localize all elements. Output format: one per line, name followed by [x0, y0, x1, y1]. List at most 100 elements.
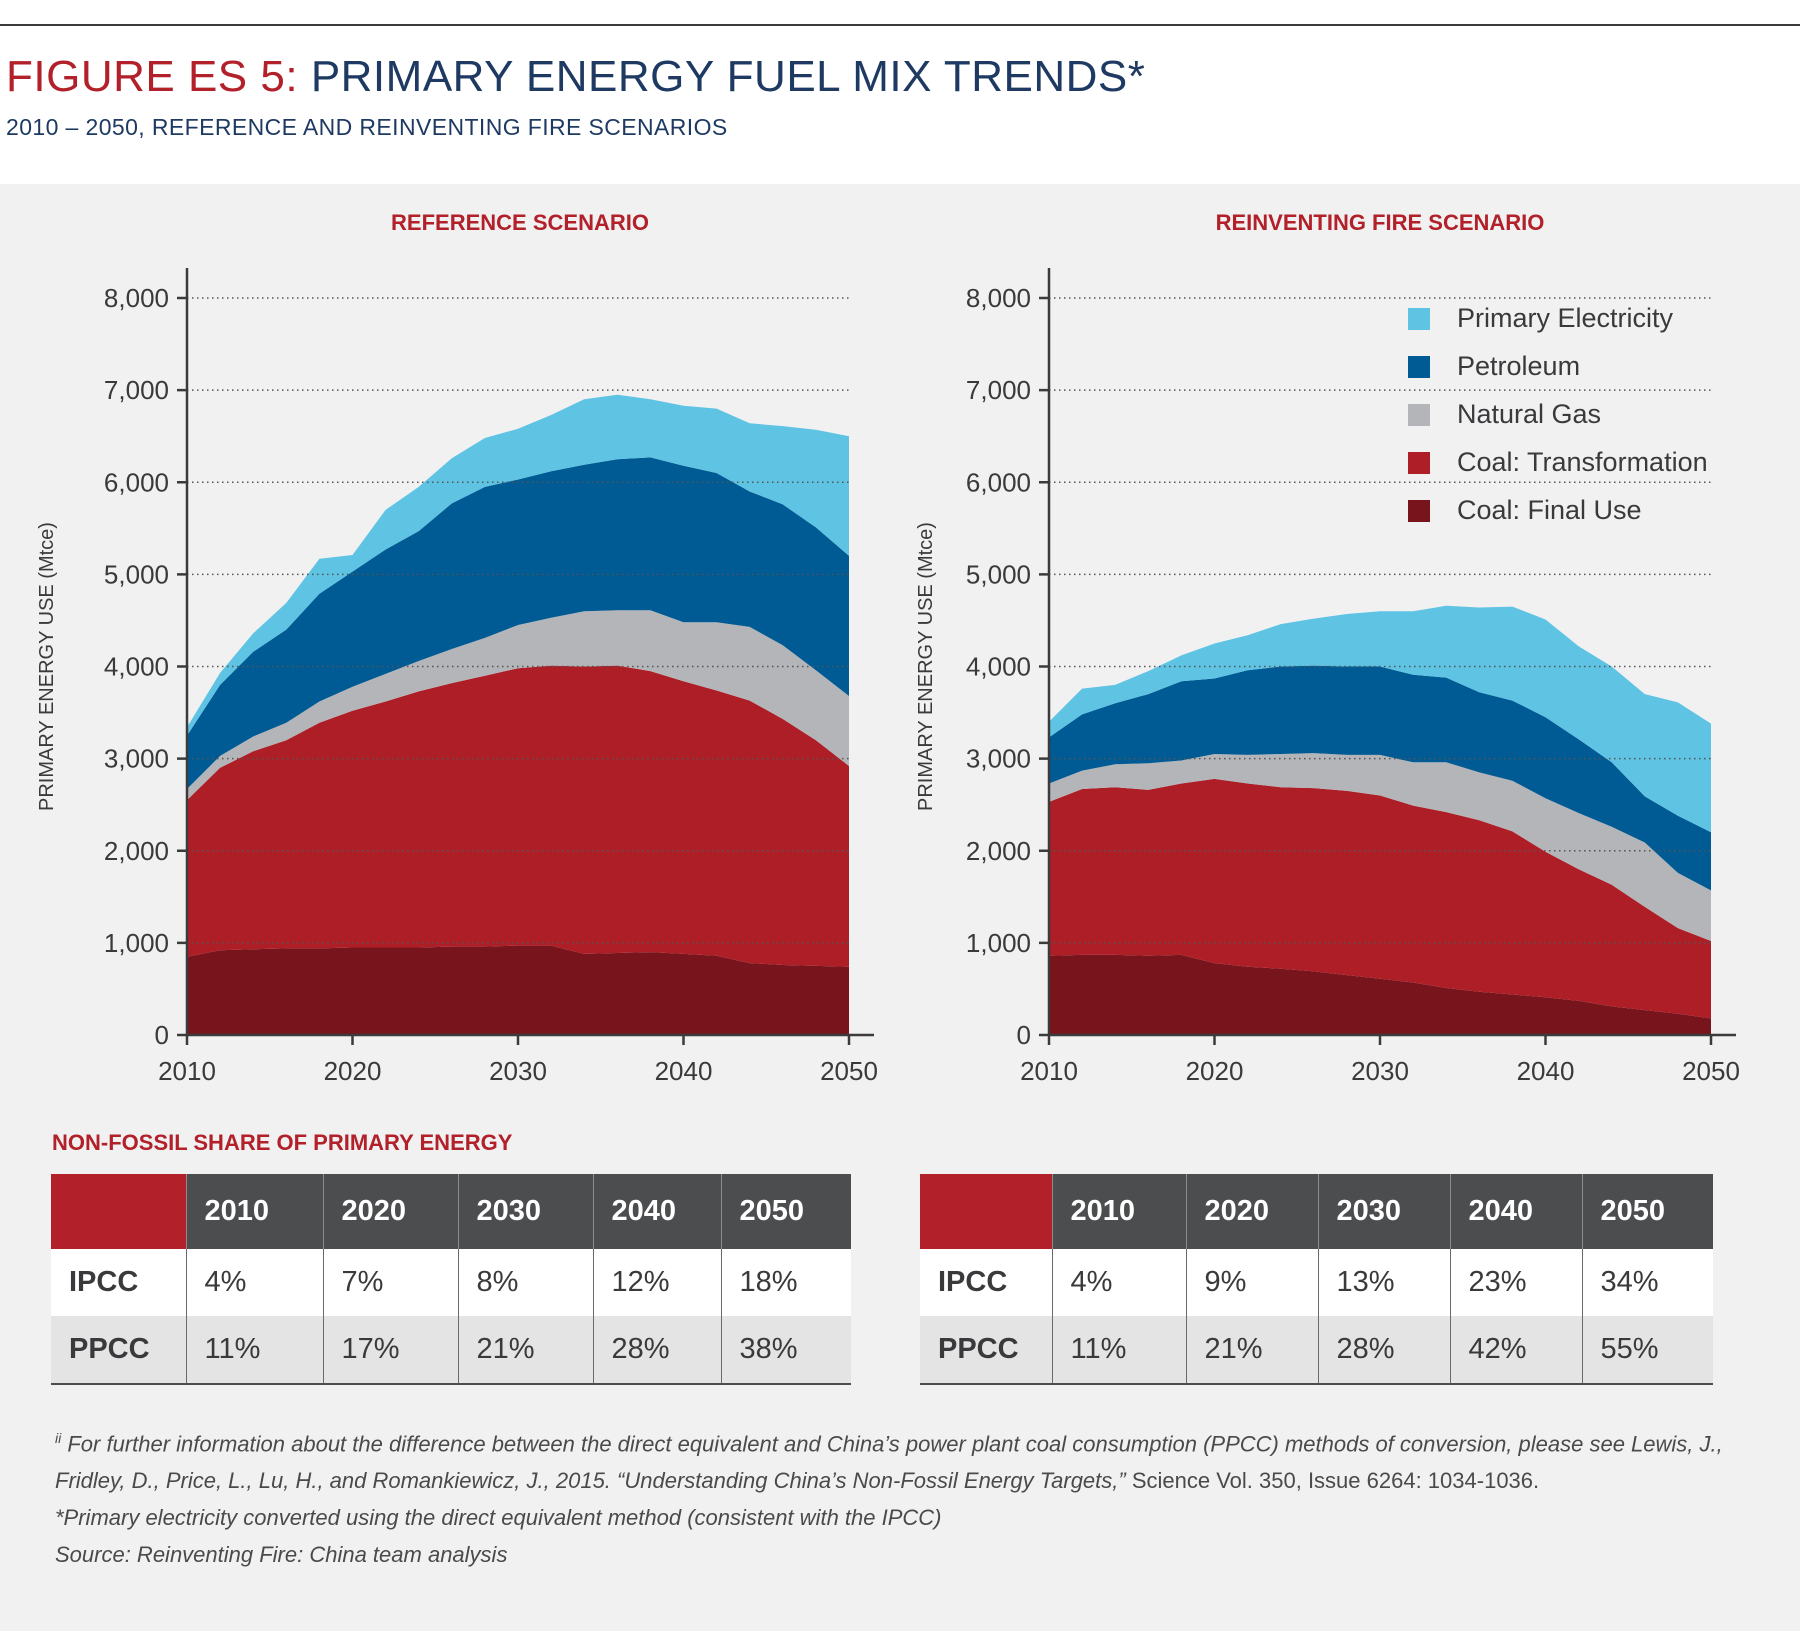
ref-y-tick-label: 4,000: [104, 652, 169, 682]
rf-y-tick-label: 5,000: [966, 559, 1031, 589]
non-fossil-table-reference: 2010 2020 2030 2040 2050 IPCC 4% 7% 8% 1…: [51, 1174, 851, 1385]
ref-area-petroleum: [187, 457, 849, 789]
table-row-ipcc: IPCC 4% 9% 13% 23% 34%: [920, 1249, 1713, 1316]
reinventing-chart-title: REINVENTING FIRE SCENARIO: [1215, 210, 1545, 235]
table-cell: 28%: [592, 1316, 721, 1385]
rf-x-tick-label: 2010: [1020, 1056, 1078, 1084]
figure-label: FIGURE ES 5:: [6, 52, 299, 101]
legend-label: Coal: Final Use: [1457, 495, 1642, 525]
table-swatch: [51, 1174, 186, 1249]
table-row-ppcc: PPCC 11% 21% 28% 42% 55%: [920, 1316, 1713, 1385]
table-cell: 21%: [457, 1316, 593, 1385]
table-cell: 11%: [185, 1316, 323, 1385]
column-header: 2050: [720, 1174, 851, 1249]
ref-x-tick-label: 2040: [655, 1056, 713, 1084]
table-cell: 11%: [1051, 1316, 1186, 1385]
rf-x-tick-label: 2030: [1351, 1056, 1409, 1084]
column-header: 2040: [1449, 1174, 1582, 1249]
rf-area-primary-electricity: [1049, 605, 1711, 833]
reference-chart: 0 1,000 2,000 3,000 4,000 5,000 6,000 7,000 8,00…: [36, 268, 878, 1084]
ref-y-tick-label: 0: [155, 1020, 169, 1050]
ref-area-coal-final-use: [187, 945, 849, 1035]
source-note: Source: Reinventing Fire: China team ana…: [55, 1542, 508, 1568]
figure-title: FIGURE ES 5: PRIMARY ENERGY FUEL MIX TRE…: [6, 52, 1145, 102]
ref-y-tick-label: 6,000: [104, 467, 169, 497]
table-cell: 23%: [1449, 1249, 1582, 1316]
rf-y-tick-label: 2,000: [966, 836, 1031, 866]
ref-y-tick-label: 2,000: [104, 836, 169, 866]
non-fossil-heading: NON-FOSSIL SHARE OF PRIMARY ENERGY: [52, 1130, 513, 1155]
column-header: 2020: [322, 1174, 458, 1249]
rf-y-tick-label: 6,000: [966, 467, 1031, 497]
table-cell: 4%: [1051, 1249, 1186, 1316]
column-header: 2010: [1051, 1174, 1186, 1249]
column-header: 2030: [457, 1174, 593, 1249]
rf-x-tick-label: 2050: [1682, 1056, 1740, 1084]
ref-y-tick-label: 1,000: [104, 928, 169, 958]
figure-panel: REFERENCE SCENARIO REINVENTING FIRE SCEN…: [0, 184, 1800, 1631]
footnote-reference: ii For further information about the dif…: [55, 1420, 1745, 1499]
table-cell: 18%: [720, 1249, 851, 1316]
rf-y-tick-label: 8,000: [966, 283, 1031, 313]
table-header-row: 2010 2020 2030 2040 2050: [920, 1174, 1713, 1249]
footnote-citation: Science Vol. 350, Issue 6264: 1034-1036.: [1125, 1468, 1540, 1494]
ref-y-tick-label: 7,000: [104, 375, 169, 405]
rf-y-tick-label: 1,000: [966, 928, 1031, 958]
rf-x-tick-label: 2020: [1186, 1056, 1244, 1084]
table-swatch: [920, 1174, 1052, 1249]
ref-area-primary-electricity: [187, 394, 849, 736]
rf-area-coal-transformation: [1049, 778, 1711, 1019]
legend-label: Primary Electricity: [1457, 303, 1674, 333]
table-cell: 7%: [322, 1249, 458, 1316]
reference-chart-title: REFERENCE SCENARIO: [391, 210, 649, 235]
table-cell: 12%: [592, 1249, 721, 1316]
table-cell: 13%: [1317, 1249, 1450, 1316]
table-cell: 42%: [1449, 1316, 1582, 1385]
rf-y-tick-label: 4,000: [966, 652, 1031, 682]
ref-y-tick-label: 8,000: [104, 283, 169, 313]
rf-y-tick-label: 7,000: [966, 375, 1031, 405]
legend-swatch: [1408, 308, 1430, 330]
ref-x-tick-label: 2050: [820, 1056, 878, 1084]
legend-label: Natural Gas: [1457, 399, 1601, 429]
title-text: PRIMARY ENERGY FUEL MIX TRENDS*: [310, 52, 1146, 101]
ref-y-axis-label: PRIMARY ENERGY USE (Mtce): [36, 522, 58, 811]
table-cell: 21%: [1185, 1316, 1318, 1385]
asterisk-note: *Primary electricity converted using the…: [55, 1505, 942, 1531]
charts-svg: 0 1,000 2,000 3,000 4,000 5,000 6,000 7,000 8,00…: [36, 268, 1740, 1084]
column-header: 2010: [185, 1174, 323, 1249]
legend-swatch: [1408, 452, 1430, 474]
ref-area-coal-transformation: [187, 665, 849, 967]
table-cell: 4%: [185, 1249, 323, 1316]
table-cell: 8%: [457, 1249, 593, 1316]
rf-y-tick-label: 0: [1017, 1020, 1031, 1050]
ref-y-tick-label: 5,000: [104, 559, 169, 589]
ref-y-tick-label: 3,000: [104, 744, 169, 774]
footnotes: ii For further information about the dif…: [55, 1420, 1755, 1573]
legend-label: Petroleum: [1457, 351, 1580, 381]
legend-swatch: [1408, 404, 1430, 426]
rf-area-coal-final-use: [1049, 954, 1711, 1035]
footnote-italic: For further information about the differ…: [55, 1431, 1723, 1494]
legend-swatch: [1408, 356, 1430, 378]
footnote-marker: ii: [55, 1430, 62, 1446]
ref-area-natural-gas: [187, 610, 849, 801]
table-cell: 17%: [322, 1316, 458, 1385]
rf-area-petroleum: [1049, 665, 1711, 891]
figure-subtitle: 2010 – 2050, REFERENCE AND REINVENTING F…: [6, 114, 728, 140]
rf-y-tick-label: 3,000: [966, 744, 1031, 774]
row-label: IPCC: [51, 1249, 186, 1316]
rf-x-tick-label: 2040: [1517, 1056, 1575, 1084]
table-row-ipcc: IPCC 4% 7% 8% 12% 18%: [51, 1249, 851, 1316]
legend-label: Coal: Transformation: [1457, 447, 1708, 477]
legend: Primary Electricity Petroleum Natural Gas C…: [1408, 303, 1708, 525]
legend-swatch: [1408, 500, 1430, 522]
table-cell: 38%: [720, 1316, 851, 1385]
table-cell: 55%: [1581, 1316, 1713, 1385]
column-header: 2030: [1317, 1174, 1450, 1249]
table-cell: 34%: [1581, 1249, 1713, 1316]
rf-y-axis-label: PRIMARY ENERGY USE (Mtce): [915, 522, 937, 811]
ref-x-tick-label: 2010: [158, 1056, 216, 1084]
column-header: 2040: [592, 1174, 721, 1249]
row-label: PPCC: [920, 1316, 1052, 1385]
